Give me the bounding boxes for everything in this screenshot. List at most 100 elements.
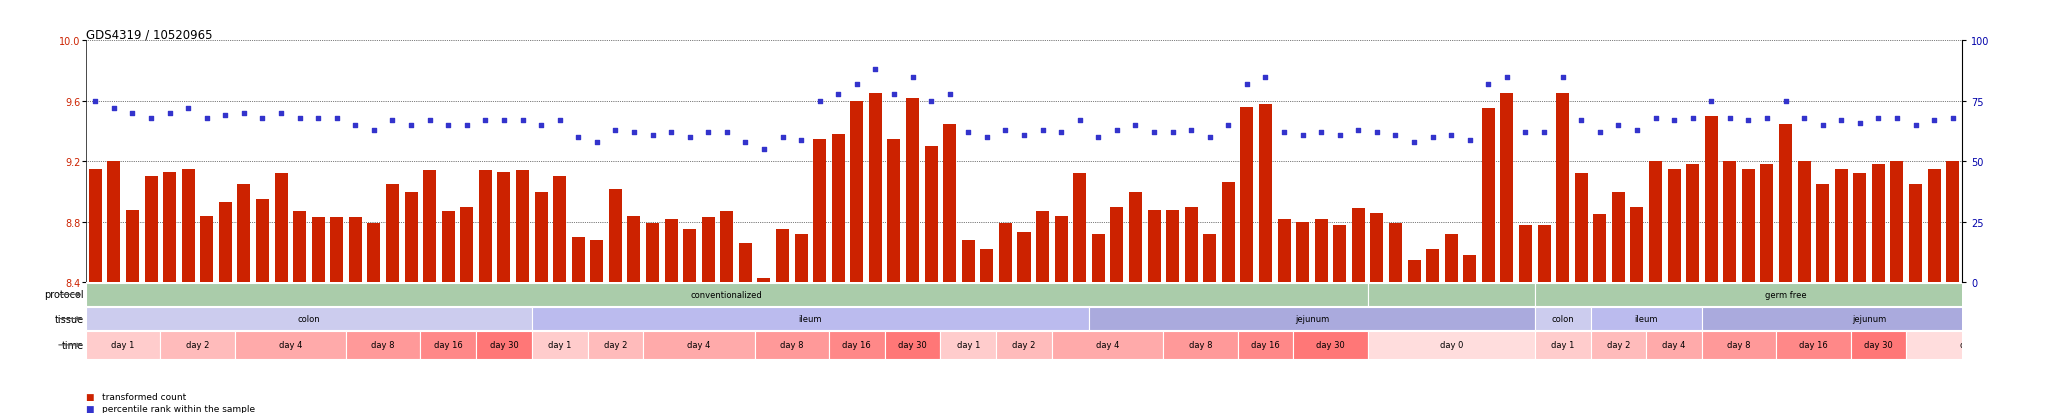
Bar (1686, 165, 1700, 282)
Text: germ free: germ free (1765, 290, 1806, 299)
Point (1157, 130, 1190, 136)
Bar (86, 307, 532, 330)
Point (879, 91, 911, 98)
Bar (831, 135, 844, 282)
Text: percentile rank within the sample: percentile rank within the sample (102, 404, 256, 413)
Bar (1368, 331, 1534, 359)
Point (1675, 115, 1708, 122)
Bar (1053, 331, 1163, 359)
Bar (461, 207, 473, 282)
Bar (999, 224, 1012, 282)
Point (1528, 130, 1561, 136)
Point (729, 139, 762, 146)
Text: jejunum: jejunum (1294, 314, 1329, 323)
Point (561, 135, 594, 141)
Point (506, 118, 539, 124)
Point (1620, 127, 1653, 134)
Bar (940, 331, 995, 359)
Text: ■: ■ (86, 392, 98, 401)
Bar (1223, 183, 1235, 282)
Bar (1946, 162, 1960, 282)
Point (377, 118, 410, 124)
Text: day 30: day 30 (899, 341, 928, 349)
Text: day 2: day 2 (1012, 341, 1036, 349)
Point (1176, 127, 1208, 134)
Bar (1534, 307, 1591, 330)
Bar (535, 192, 547, 282)
Bar (590, 240, 604, 282)
Bar (1722, 162, 1737, 282)
Text: ileum: ileum (799, 314, 821, 323)
Point (1491, 74, 1524, 81)
Bar (1407, 260, 1421, 282)
Bar (1851, 331, 1907, 359)
Point (821, 91, 854, 98)
Text: day 2: day 2 (186, 341, 209, 349)
Bar (219, 203, 231, 282)
Bar (1055, 216, 1067, 282)
Text: colon: colon (1550, 314, 1575, 323)
Bar (643, 331, 754, 359)
Point (1360, 130, 1393, 136)
Text: day 2: day 2 (604, 341, 627, 349)
Bar (160, 331, 236, 359)
Text: day 8: day 8 (1188, 341, 1212, 349)
Point (1118, 122, 1151, 129)
Bar (571, 237, 586, 282)
Point (655, 130, 688, 136)
Bar (981, 249, 993, 282)
Point (1714, 115, 1747, 122)
Bar (1520, 225, 1532, 282)
Bar (1591, 331, 1647, 359)
Text: transformed count: transformed count (102, 392, 186, 401)
Point (1137, 130, 1169, 136)
Point (487, 118, 520, 124)
Point (1436, 132, 1468, 139)
Text: day 16: day 16 (434, 341, 463, 349)
Bar (1036, 212, 1049, 282)
Point (1231, 81, 1264, 88)
Bar (1294, 331, 1368, 359)
Text: day 4: day 4 (1663, 341, 1686, 349)
Bar (776, 230, 788, 282)
Bar (86, 283, 1368, 306)
Point (766, 135, 799, 141)
Point (1638, 115, 1671, 122)
Point (1917, 118, 1950, 124)
Bar (1534, 283, 2036, 306)
Point (1733, 118, 1765, 124)
Point (80, 98, 113, 105)
Bar (182, 169, 195, 282)
Bar (627, 216, 641, 282)
Bar (1165, 210, 1180, 282)
Bar (86, 331, 160, 359)
Point (340, 122, 373, 129)
Bar (905, 99, 920, 282)
Bar (1909, 185, 1923, 282)
Bar (367, 224, 381, 282)
Point (1378, 132, 1411, 139)
Bar (1110, 207, 1124, 282)
Bar (795, 234, 807, 282)
Bar (498, 173, 510, 282)
Bar (944, 124, 956, 282)
Bar (553, 177, 565, 282)
Text: day 8: day 8 (780, 341, 803, 349)
Bar (293, 212, 305, 282)
Bar (1593, 215, 1606, 282)
Bar (1370, 213, 1382, 282)
Point (637, 132, 670, 139)
Point (414, 118, 446, 124)
Bar (684, 230, 696, 282)
Point (674, 135, 707, 141)
Point (227, 110, 260, 117)
Point (711, 130, 743, 136)
Point (1751, 115, 1784, 122)
Bar (475, 331, 532, 359)
Bar (385, 185, 399, 282)
Point (283, 115, 315, 122)
Bar (532, 331, 588, 359)
Text: day 16: day 16 (842, 341, 870, 349)
Point (952, 130, 985, 136)
Point (897, 74, 930, 81)
